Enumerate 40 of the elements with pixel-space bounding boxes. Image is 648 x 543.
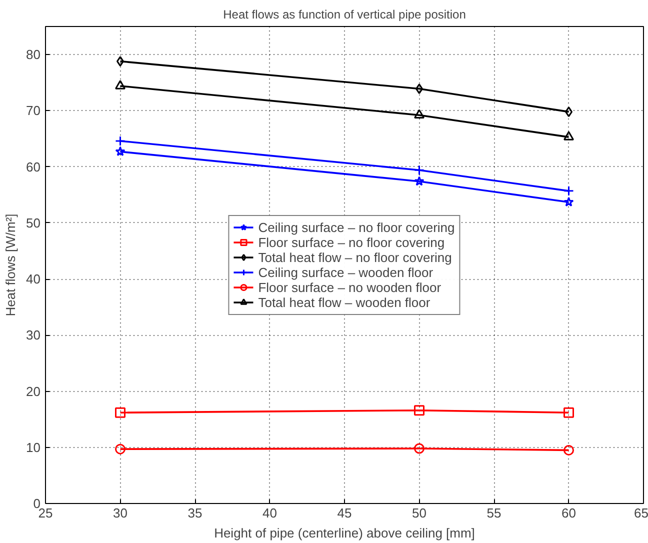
x-tick-label: 30 — [113, 506, 128, 520]
point — [414, 405, 424, 416]
x-tick-label: 40 — [262, 506, 277, 520]
legend-label: Floor surface – no floor covering — [258, 234, 445, 250]
y-tick-label: 20 — [26, 384, 41, 399]
y-tick-label: 40 — [26, 272, 41, 287]
point — [414, 109, 424, 119]
point — [115, 80, 126, 90]
point — [564, 196, 574, 207]
x-tick-label: 35 — [188, 506, 202, 520]
point — [564, 444, 574, 456]
y-tick-label: 60 — [26, 159, 41, 174]
x-tick-label: 65 — [634, 506, 648, 520]
y-axis-title: Heat flows [W/m²] — [3, 214, 18, 316]
x-tick-label: 45 — [337, 506, 352, 520]
y-tick-label: 30 — [26, 328, 41, 343]
x-tick-label: 50 — [412, 506, 426, 520]
point — [115, 444, 126, 454]
legend-label: Floor surface – no wooden floor — [258, 280, 442, 294]
x-tick-label: 60 — [562, 506, 576, 520]
point — [115, 407, 126, 418]
point — [564, 186, 574, 196]
legend-label: Ceiling surface – wooden floor — [258, 264, 434, 280]
point — [564, 407, 574, 418]
y-tick-label: 50 — [26, 215, 41, 230]
legend-label: Ceiling surface – no floor covering — [258, 220, 455, 234]
point — [115, 146, 126, 156]
point — [414, 443, 424, 454]
y-tick-label: 10 — [26, 440, 41, 455]
point — [564, 131, 574, 140]
point — [414, 176, 424, 186]
chart-title: Heat flows as function of vertical pipe position — [223, 8, 466, 22]
x-tick-label: 55 — [486, 506, 502, 520]
y-tick-label: 70 — [26, 103, 41, 118]
point — [115, 136, 126, 146]
x-axis-title: Height of pipe (centerline) above ceiling [mm] — [214, 526, 475, 540]
legend-label: Total heat flow – no floor covering — [258, 250, 452, 264]
legend-label: Total heat flow – wooden floor — [258, 294, 430, 310]
y-tick-label: 80 — [26, 47, 41, 62]
point — [414, 164, 424, 176]
